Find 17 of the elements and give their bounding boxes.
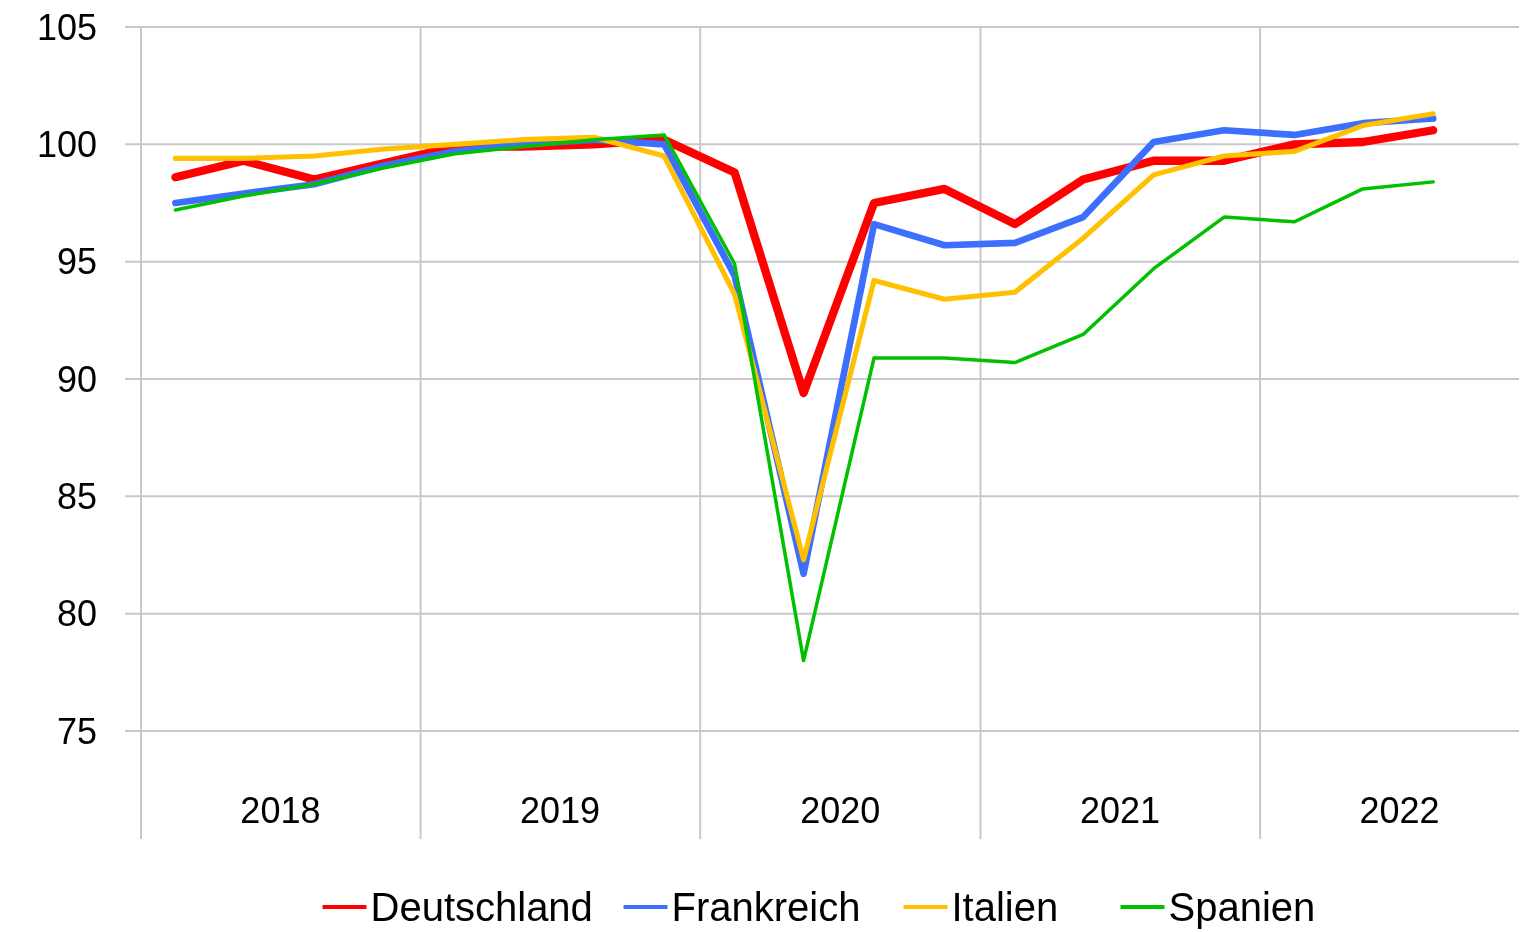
y-tick-label: 75 bbox=[56, 710, 97, 752]
x-tick-label: 2022 bbox=[1359, 790, 1440, 831]
y-tick-label: 80 bbox=[56, 593, 97, 635]
x-tick-label: 2018 bbox=[240, 790, 321, 831]
legend-label: Deutschland bbox=[370, 885, 593, 929]
y-tick-label: 105 bbox=[36, 6, 97, 48]
y-tick-label: 85 bbox=[56, 475, 97, 517]
legend-label: Italien bbox=[951, 885, 1059, 929]
line-series bbox=[173, 133, 1435, 663]
legend-label: Spanien bbox=[1168, 885, 1316, 929]
legend-label: Frankreich bbox=[671, 885, 861, 929]
y-tick-label: 100 bbox=[36, 123, 97, 165]
x-tick-label: 2020 bbox=[800, 790, 881, 831]
x-tick-label: 2021 bbox=[1079, 790, 1160, 831]
x-tick-label: 2019 bbox=[519, 790, 601, 831]
y-tick-label: 95 bbox=[56, 241, 97, 283]
y-tick-label: 90 bbox=[56, 358, 97, 400]
